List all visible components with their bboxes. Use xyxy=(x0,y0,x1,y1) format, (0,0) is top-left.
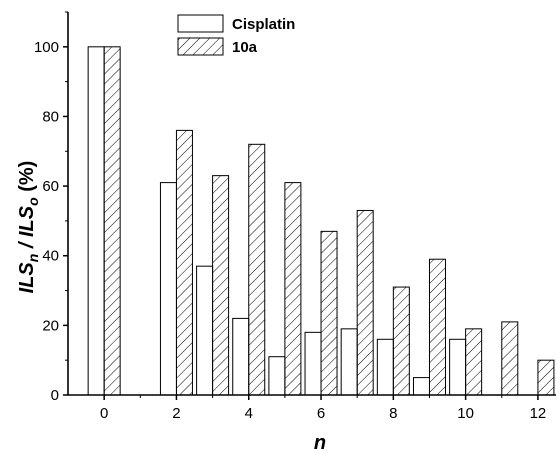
bar-10a-n9 xyxy=(428,258,446,396)
bar-10a-n11 xyxy=(501,321,519,396)
x-tick-label: 0 xyxy=(100,405,108,422)
bar-cisplatin-n0 xyxy=(87,46,105,396)
bar-cisplatin-n6 xyxy=(304,331,322,396)
y-tick-label: 20 xyxy=(42,317,59,334)
bars-group xyxy=(87,46,555,396)
bar-10a-n2 xyxy=(175,129,193,396)
x-tick-label: 6 xyxy=(317,405,325,422)
bar-10a-n4 xyxy=(248,143,266,396)
y-tick-label: 60 xyxy=(42,178,59,195)
x-axis-title-text: n xyxy=(314,432,326,454)
bar-10a-n6 xyxy=(320,230,338,396)
y-tick-label: 0 xyxy=(51,387,59,404)
bar-cisplatin-n3 xyxy=(196,265,214,396)
legend-label-10a: 10a xyxy=(232,39,258,56)
bar-cisplatin-n9 xyxy=(412,377,430,396)
y-ticks: 0 20 40 60 80 100 xyxy=(34,11,68,404)
y-tick-label: 80 xyxy=(42,108,59,125)
bar-10a-n5 xyxy=(284,182,302,396)
x-tick-label: 12 xyxy=(530,405,547,422)
x-axis-title: n xyxy=(314,432,326,454)
legend-label-cisplatin: Cisplatin xyxy=(232,16,295,33)
bar-10a-n7 xyxy=(356,209,374,396)
x-tick-label: 10 xyxy=(457,405,474,422)
legend: Cisplatin 10a xyxy=(177,14,295,56)
y-axis-title: ILSn / ILSo (%) xyxy=(16,161,41,294)
axes xyxy=(67,12,556,396)
x-tick-label: 8 xyxy=(389,405,397,422)
bar-10a-n8 xyxy=(392,286,410,396)
legend-swatch-cisplatin xyxy=(177,14,224,33)
x-tick-label: 4 xyxy=(245,405,253,422)
legend-swatch-10a xyxy=(177,37,224,56)
y-axis-title-text: ILSn / ILSo (%) xyxy=(16,161,41,294)
y-tick-label: 40 xyxy=(42,248,59,265)
bar-10a-n10 xyxy=(465,328,483,396)
bar-cisplatin-n8 xyxy=(376,338,394,396)
y-tick-label: 100 xyxy=(34,39,59,56)
bar-10a-n3 xyxy=(212,175,230,396)
bar-cisplatin-n2 xyxy=(159,182,177,396)
bar-cisplatin-n5 xyxy=(268,356,286,396)
bar-cisplatin-n7 xyxy=(340,328,358,396)
x-ticks: 0 2 4 6 8 10 12 xyxy=(100,395,546,422)
x-tick-label: 2 xyxy=(172,405,180,422)
bar-10a-n0 xyxy=(103,46,121,396)
bar-10a-n12 xyxy=(537,359,555,396)
bar-cisplatin-n10 xyxy=(449,338,467,396)
bar-cisplatin-n4 xyxy=(232,317,250,396)
